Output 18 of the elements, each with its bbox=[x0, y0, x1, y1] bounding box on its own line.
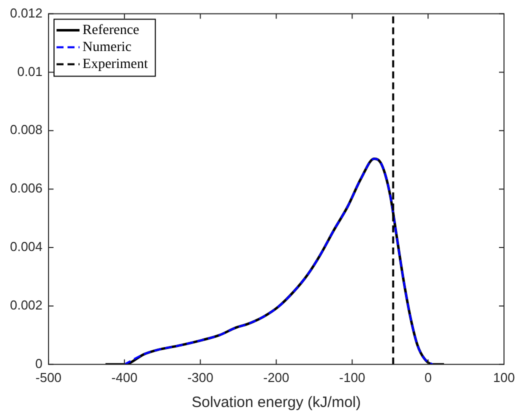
x-tick-label: -100 bbox=[339, 370, 366, 385]
x-axis-title: Solvation energy (kJ/mol) bbox=[192, 394, 361, 412]
y-tick-label: 0.008 bbox=[10, 122, 43, 138]
y-tick-label: 0.006 bbox=[10, 180, 43, 196]
x-tick-label: -400 bbox=[111, 370, 138, 385]
y-tick-label: 0.01 bbox=[17, 64, 43, 79]
x-tick-label: -200 bbox=[263, 370, 290, 385]
x-tick-label: 100 bbox=[493, 370, 515, 385]
y-tick-label: 0.004 bbox=[10, 239, 43, 254]
legend-label: Experiment bbox=[82, 56, 148, 72]
y-tick-label: 0 bbox=[35, 356, 43, 371]
x-tick-label: -300 bbox=[187, 370, 214, 385]
y-tick-label: 0.002 bbox=[10, 298, 43, 313]
y-tick-label: 0.012 bbox=[10, 5, 43, 20]
x-tick-label: 0 bbox=[424, 370, 432, 385]
legend-label: Reference bbox=[82, 22, 140, 38]
x-tick-label: -500 bbox=[36, 370, 62, 385]
legend-label: Numeric bbox=[82, 40, 132, 55]
